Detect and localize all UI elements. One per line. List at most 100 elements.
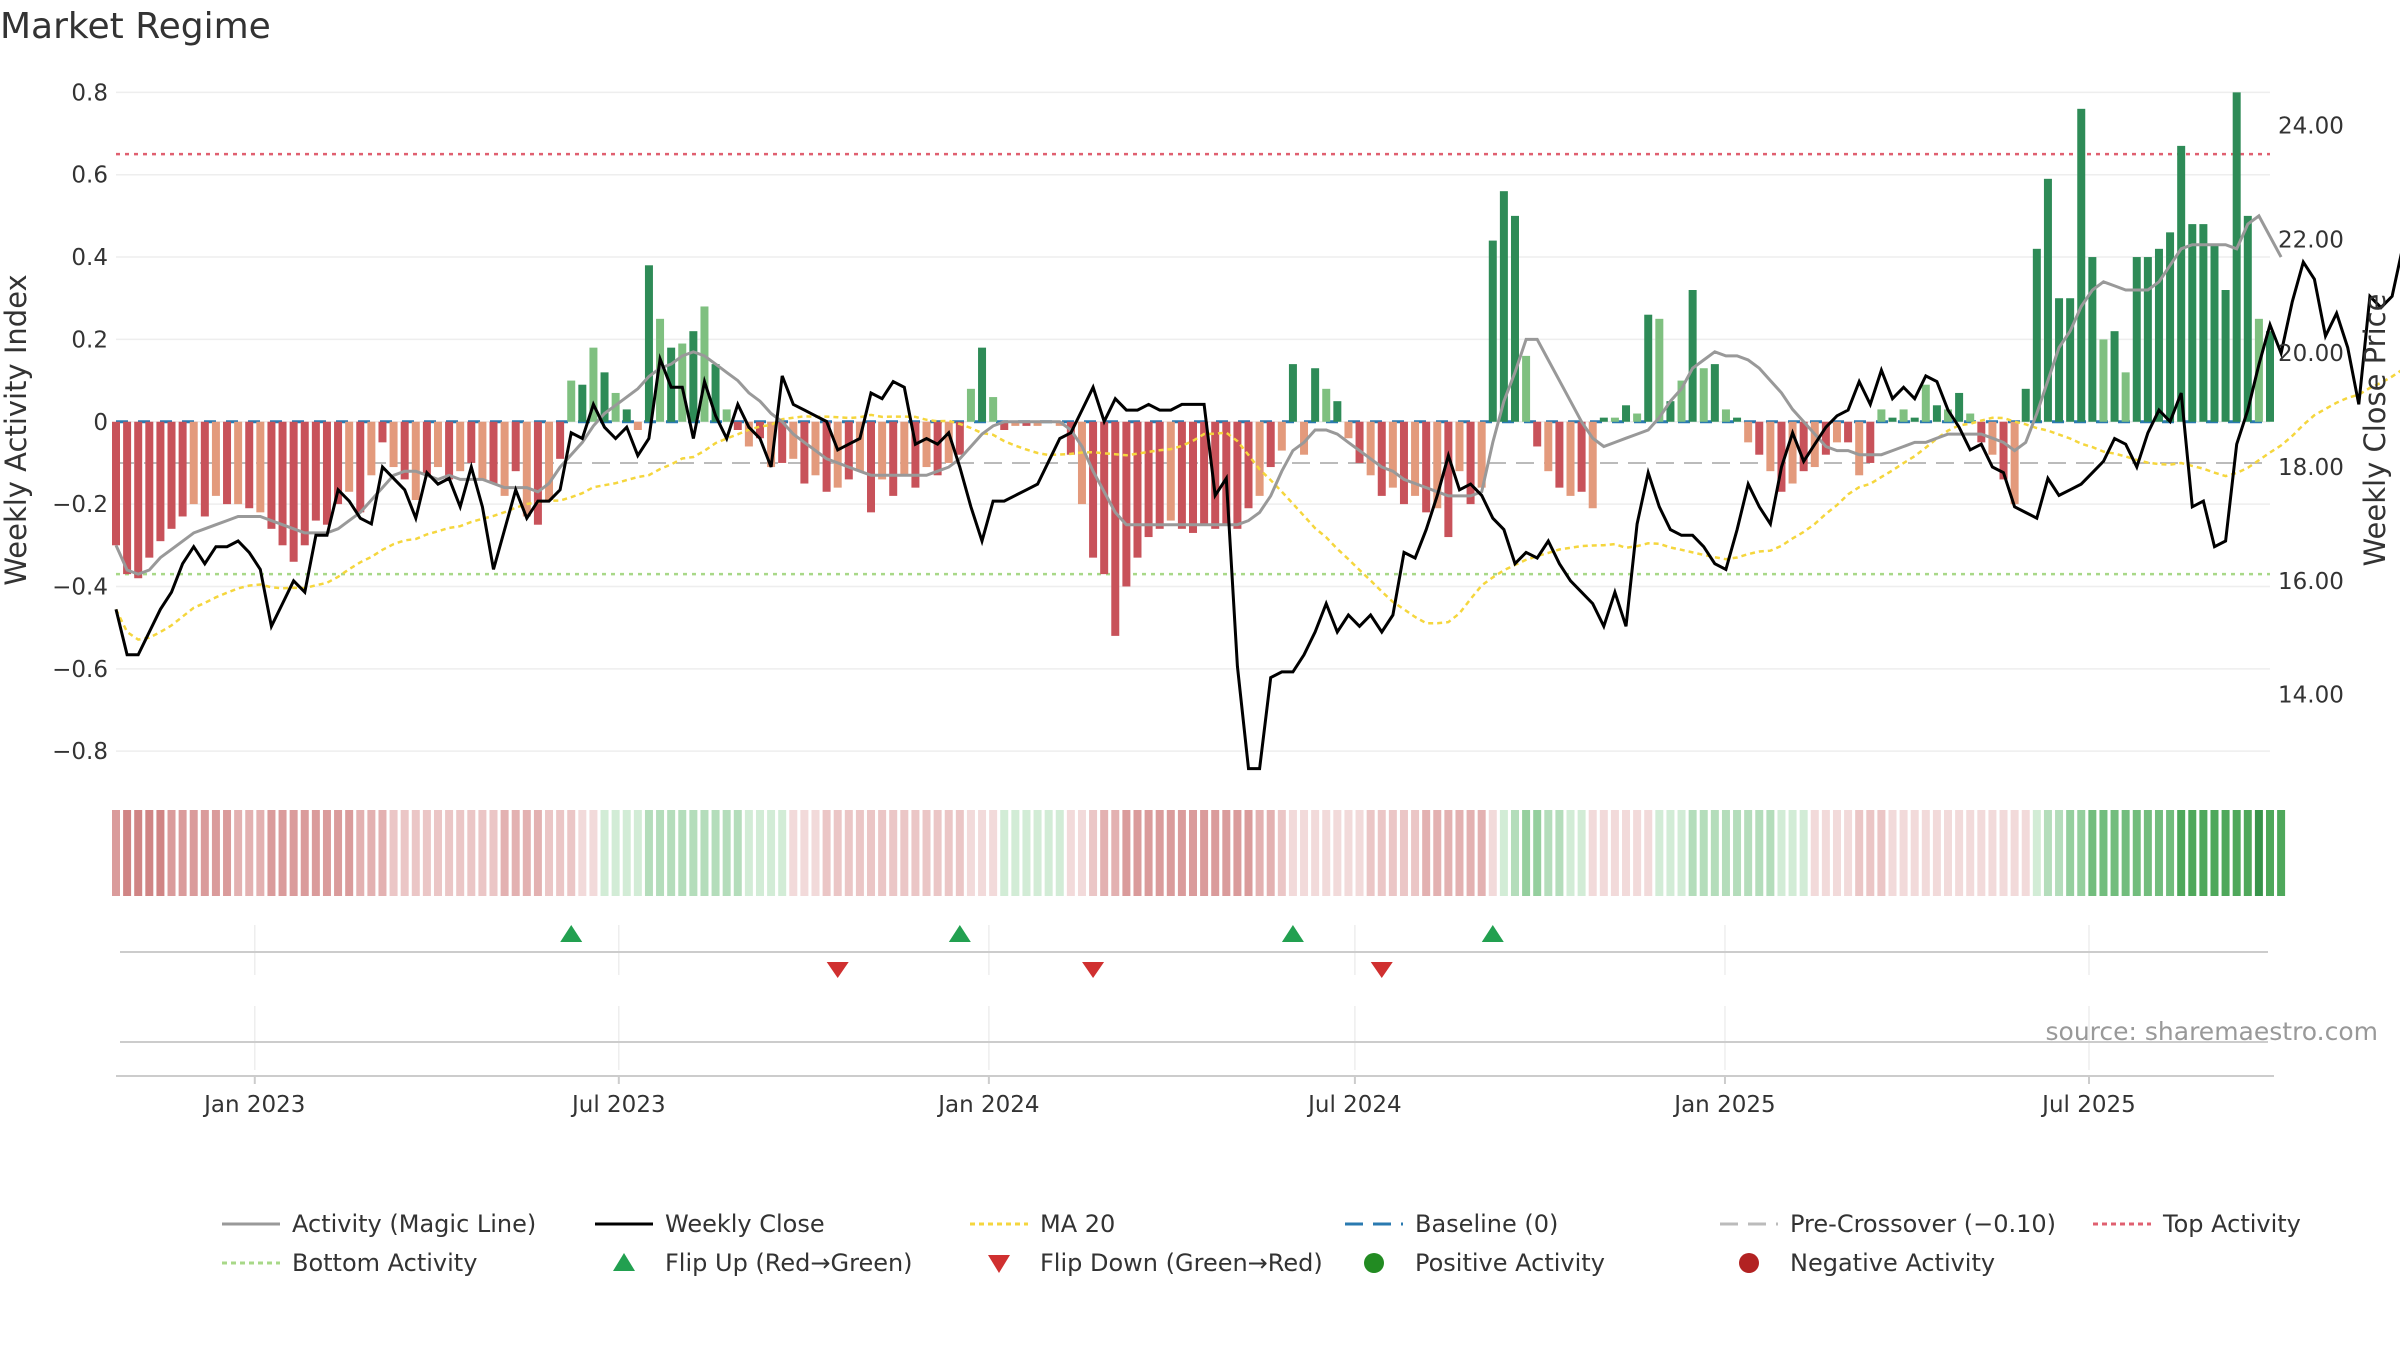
regime-cell (1610, 810, 1619, 896)
activity-bar (234, 421, 243, 505)
legend-label: Weekly Close (665, 1210, 825, 1238)
activity-bar (322, 421, 331, 525)
activity-bar (478, 421, 487, 480)
activity-bar (1399, 421, 1408, 505)
legend-item: Flip Down (Green→Red) (988, 1249, 1323, 1277)
activity-bar (200, 421, 209, 517)
regime-cell (1077, 810, 1086, 896)
activity-bar (156, 421, 165, 542)
legend-swatch (988, 1255, 1010, 1273)
activity-bar (700, 306, 709, 422)
activity-bar (1111, 421, 1120, 636)
activity-bar (445, 421, 454, 480)
right-tick-label: 24.00 (2278, 114, 2344, 140)
activity-bar (1022, 421, 1031, 426)
activity-bar (1488, 240, 1497, 422)
legend-item: Negative Activity (1739, 1249, 1995, 1277)
regime-cell (1544, 810, 1553, 896)
regime-cell (445, 810, 454, 896)
regime-cell (278, 810, 287, 896)
regime-cell (1622, 810, 1631, 896)
regime-cell (1832, 810, 1841, 896)
activity-bars (112, 92, 2274, 636)
activity-bar (1866, 421, 1875, 463)
legend-item: Pre-Crossover (−0.10) (1720, 1210, 2056, 1238)
chart-title: Market Regime (0, 6, 271, 47)
activity-bar (1788, 421, 1797, 484)
regime-cell (1932, 810, 1941, 896)
regime-cell (933, 810, 942, 896)
regime-cell (112, 810, 120, 896)
activity-bar (1066, 421, 1075, 455)
flip-markers-panel (120, 925, 2268, 978)
activity-bar (1799, 421, 1808, 472)
regime-cell (744, 810, 753, 896)
regime-cell (678, 810, 687, 896)
regime-cell (1877, 810, 1886, 896)
activity-bar (1721, 409, 1730, 422)
regime-cell (256, 810, 265, 896)
regime-cell (1721, 810, 1730, 896)
regime-cell (234, 810, 243, 896)
regime-cell (1955, 810, 1964, 896)
regime-cell (889, 810, 898, 896)
activity-bar (1089, 421, 1098, 558)
activity-bar (1677, 380, 1686, 422)
regime-cell (1222, 810, 1231, 896)
activity-bar (1655, 318, 1664, 422)
legend-item: Top Activity (2093, 1210, 2301, 1238)
left-tick-label: 0.2 (71, 327, 108, 353)
regime-cell (400, 810, 409, 896)
right-axis: 24.00 22.00 20.00 18.00 16.00 14.00 (2278, 114, 2344, 709)
activity-bar (1333, 401, 1342, 422)
activity-bar (1966, 413, 1975, 422)
regime-cell (900, 810, 909, 896)
regime-cell (1699, 810, 1708, 896)
activity-bar (1688, 290, 1697, 422)
regime-cell (1988, 810, 1997, 896)
activity-bar (467, 421, 476, 463)
regime-cell (1633, 810, 1642, 896)
regime-cell (1055, 810, 1064, 896)
regime-cell (811, 810, 820, 896)
regime-cell (944, 810, 953, 896)
x-tick-label: Jan 2024 (936, 1092, 1039, 1118)
activity-bar (1344, 421, 1353, 439)
activity-bar (533, 421, 542, 525)
regime-cell (245, 810, 254, 896)
activity-bar (622, 409, 631, 422)
regime-cell (1244, 810, 1253, 896)
regime-cell (167, 810, 176, 896)
regime-cell (223, 810, 232, 896)
activity-bar (1932, 405, 1941, 422)
regime-cell (1777, 810, 1786, 896)
regime-cell (567, 810, 576, 896)
regime-cell (1000, 810, 1009, 896)
regime-cell (1288, 810, 1297, 896)
regime-cell (322, 810, 331, 896)
regime-cell (867, 810, 876, 896)
regime-cell (878, 810, 887, 896)
activity-bar (2243, 215, 2252, 422)
regime-cell (389, 810, 398, 896)
regime-cell (367, 810, 376, 896)
activity-bar (567, 380, 576, 422)
left-tick-label: −0.4 (52, 574, 108, 600)
activity-bar (2266, 331, 2274, 422)
regime-cell (1566, 810, 1575, 896)
regime-cell (2210, 810, 2219, 896)
magic-line (114, 213, 2283, 576)
regime-cell (1588, 810, 1597, 896)
legend-item: Weekly Close (595, 1210, 825, 1238)
regime-cell (1821, 810, 1830, 896)
regime-cell (1399, 810, 1408, 896)
activity-bar (256, 421, 265, 513)
activity-bar (633, 421, 642, 430)
regime-cell (1944, 810, 1953, 896)
activity-bar (556, 421, 565, 459)
regime-cell (2121, 810, 2130, 896)
activity-bar (878, 421, 887, 480)
activity-bar (489, 421, 498, 484)
regime-cell (200, 810, 209, 896)
regime-cell (522, 810, 531, 896)
